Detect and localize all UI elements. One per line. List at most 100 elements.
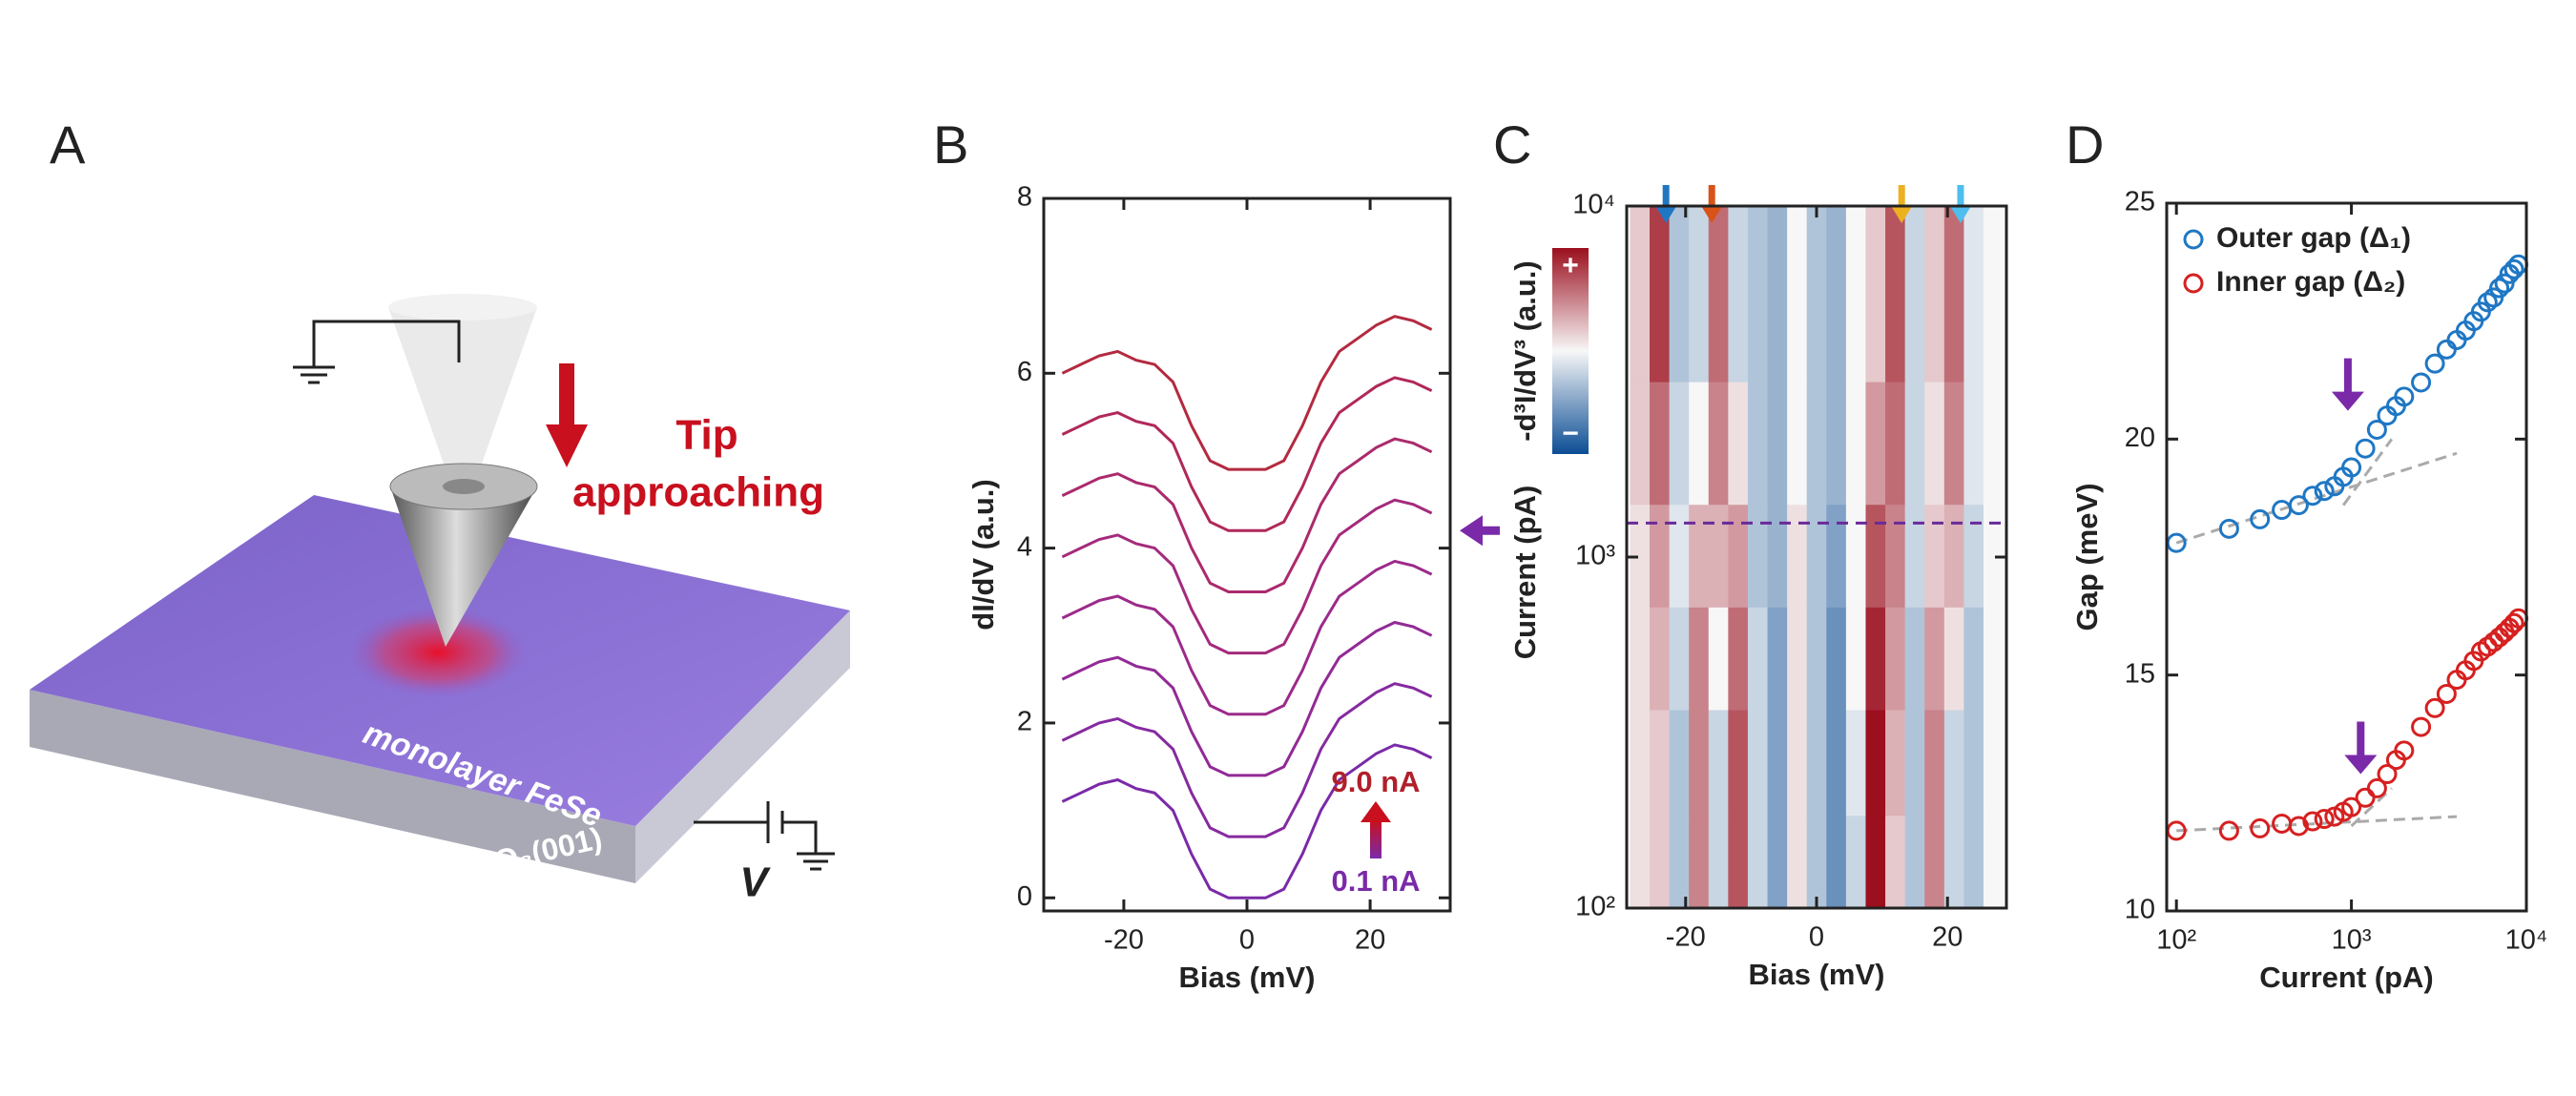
y-tick-label: 25 [2125,187,2155,217]
heat-cell [1943,815,1964,909]
data-point [2411,372,2432,393]
fit-line [2350,787,2393,828]
tip-holder-top [388,294,537,321]
substrate-side [635,610,850,883]
heat-cell [1924,815,1945,909]
heat-cell [1630,815,1651,909]
heat-cell [1669,504,1690,608]
heat-cell [1845,206,1867,383]
heat-cell [1885,815,1906,909]
heat-cell [1708,709,1729,817]
y-tick-label: 8 [1017,182,1032,213]
data-point [2341,457,2362,478]
heat-cell [1708,206,1729,383]
y-axis-label: dI/dV (a.u.) [966,479,1000,630]
y-axis-label: Current (pA) [1508,486,1542,660]
heat-cell [1787,382,1808,506]
spectrum [1061,376,1433,532]
data-point [2314,809,2335,830]
heat-cell [1963,709,1984,817]
data-point [2218,518,2239,539]
heat-cell [1747,709,1769,817]
data-point [2341,796,2362,817]
legend-marker [2183,229,2204,250]
x-tick-label: 0 [1809,922,1824,953]
kink-arrow-head [2331,391,2364,411]
heat-cell [1826,504,1847,608]
heat-cell [1865,504,1886,608]
data-point [2288,816,2309,837]
spectrum [1061,620,1433,777]
heat-cell [1963,206,1984,383]
colorbar-tick: + [1562,250,1579,281]
heat-cell [1943,382,1964,506]
data-point [2272,813,2293,834]
data-point [2250,508,2271,529]
heat-cell [1747,607,1769,711]
heat-cell [1767,709,1788,817]
y-tick-label: 20 [2125,423,2155,453]
heat-cell [1826,815,1847,909]
heat-cell [1845,504,1867,608]
heat-cell [1669,206,1690,383]
heat-cell [1983,382,2005,506]
y-tick-label: 15 [2125,658,2155,689]
heat-cell [1650,504,1671,608]
heat-cell [1924,709,1945,817]
data-point [2424,697,2445,718]
legend-label: Inner gap (Δ₂) [2216,266,2405,298]
heat-cell [1963,504,1984,608]
data-point [2302,486,2323,507]
heat-cell [1904,206,1925,383]
data-point [2218,820,2239,841]
tip-cone [390,486,537,647]
heat-cell [1669,382,1690,506]
data-point [2250,817,2271,838]
heat-cell [1728,504,1749,608]
heat-cell [1865,709,1886,817]
spectrum [1061,559,1433,716]
data-point [2377,764,2398,785]
heat-cell [1806,382,1827,506]
peak-arrow-head [1655,206,1677,223]
heat-cell [1904,382,1925,506]
current-arrow [1370,820,1381,858]
heat-cell [1689,382,1710,506]
heat-cell [1747,815,1769,909]
data-point [2503,258,2524,279]
y-tick-label: 10⁴ [1572,190,1615,220]
spectrum [1061,315,1433,471]
kink-arrow-head [2344,755,2378,775]
x-tick-label: 10³ [2332,925,2372,956]
approach-arrow-head [546,424,588,467]
heat-cell [1787,815,1808,909]
glow [347,607,529,698]
current-arrow [1361,801,1391,822]
heat-cell [1650,382,1671,506]
x-tick-label: -20 [1666,922,1706,953]
heat-cell [1669,815,1690,909]
x-axis-label: Current (pA) [2259,961,2434,994]
heat-cell [1924,382,1945,506]
heat-cell [1943,607,1964,711]
heat-cell [1767,607,1788,711]
heat-cell [1845,382,1867,506]
data-point [2411,716,2432,737]
peak-arrow-head [1701,206,1723,223]
heat-cell [1885,504,1906,608]
heat-cell [1669,607,1690,711]
heat-cell [1767,815,1788,909]
legend-label: Outer gap (Δ₁) [2216,222,2411,254]
heat-cell [1826,709,1847,817]
colorbar-tick: − [1562,418,1579,449]
heat-cell [1865,206,1886,383]
heat-cell [1806,709,1827,817]
y-tick-label: 10³ [1575,541,1615,571]
tip-label: Tip [675,412,737,459]
heat-cell [1650,815,1671,909]
heat-cell [1845,815,1867,909]
heat-cell [1650,607,1671,711]
heat-cell [1826,206,1847,383]
heat-cell [1904,607,1925,711]
heat-cell [1689,709,1710,817]
